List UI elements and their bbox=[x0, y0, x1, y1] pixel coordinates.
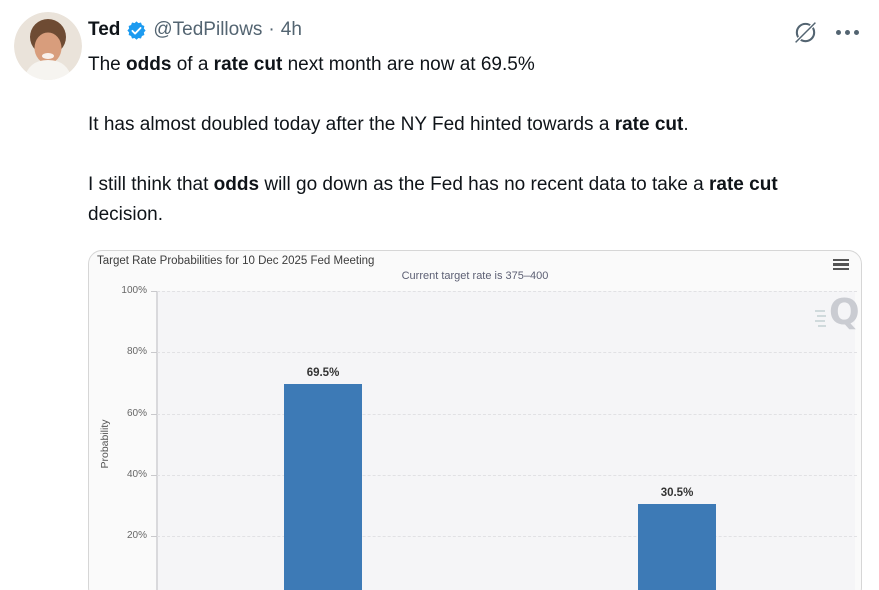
tweet-header: Ted @TedPillows · 4h bbox=[88, 18, 302, 41]
y-tick-label: 80% bbox=[126, 346, 147, 358]
y-tick-mark bbox=[151, 352, 157, 354]
gridline bbox=[157, 474, 857, 476]
y-tick-label: 40% bbox=[126, 468, 147, 480]
watermark-letter: Q bbox=[829, 292, 860, 333]
y-tick-label: 100% bbox=[121, 285, 147, 296]
watermark-speed-lines bbox=[815, 310, 826, 327]
chart-title: Target Rate Probabilities for 10 Dec 202… bbox=[97, 255, 375, 267]
y-tick-mark bbox=[151, 536, 157, 537]
gridline bbox=[157, 536, 857, 537]
grok-icon[interactable] bbox=[793, 20, 818, 45]
hamburger-menu-icon[interactable] bbox=[833, 259, 849, 272]
bar-value-label: 69.5% bbox=[306, 367, 340, 380]
chart-subtitle: Current target rate is 375–400 bbox=[401, 270, 549, 282]
bar-value-label: 30.5% bbox=[660, 486, 694, 499]
gridline bbox=[157, 352, 857, 354]
tweet-text: The odds of a rate cut next month are no… bbox=[88, 50, 840, 260]
verified-badge-icon bbox=[126, 20, 147, 41]
bar bbox=[638, 503, 716, 590]
y-tick-mark bbox=[151, 291, 157, 292]
watermark-q-logo: Q bbox=[815, 295, 860, 331]
tweet-paragraph: I still think that odds will go down as … bbox=[88, 174, 778, 225]
tweet-paragraph: The odds of a rate cut next month are no… bbox=[88, 54, 535, 75]
chart-card[interactable]: Target Rate Probabilities for 10 Dec 202… bbox=[88, 250, 862, 590]
author-name[interactable]: Ted bbox=[88, 18, 121, 40]
y-tick-mark bbox=[151, 413, 157, 415]
timestamp[interactable]: 4h bbox=[280, 18, 302, 40]
y-tick-mark bbox=[151, 474, 157, 476]
author-handle[interactable]: @TedPillows bbox=[153, 18, 263, 40]
avatar-image bbox=[14, 12, 82, 80]
plot-background bbox=[157, 291, 855, 590]
time-separator: · bbox=[268, 18, 275, 40]
y-axis-line bbox=[156, 291, 158, 590]
y-tick-label: 20% bbox=[126, 530, 147, 541]
tweet-header-actions bbox=[793, 20, 859, 45]
bar bbox=[284, 384, 362, 590]
more-icon[interactable] bbox=[836, 26, 859, 39]
gridline bbox=[157, 291, 857, 292]
y-tick-label: 60% bbox=[126, 407, 147, 419]
gridline bbox=[157, 413, 857, 415]
tweet-paragraph: It has almost doubled today after the NY… bbox=[88, 114, 689, 135]
avatar[interactable] bbox=[14, 12, 82, 80]
